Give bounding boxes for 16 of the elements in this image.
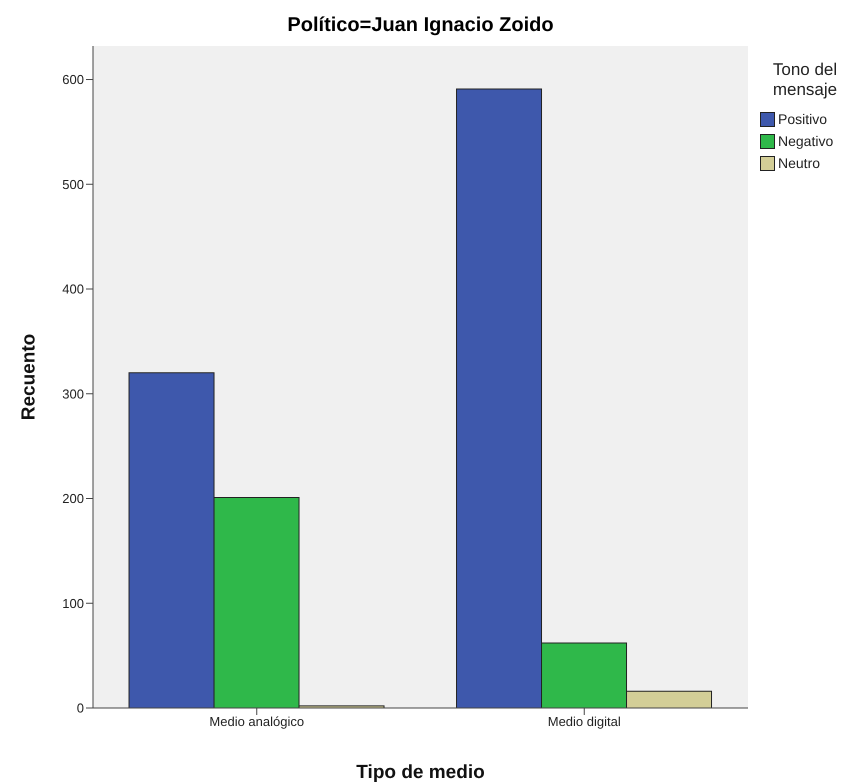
x-tick-label: Medio digital [548, 714, 621, 730]
legend-title: Tono del mensaje [772, 60, 838, 100]
x-tick-label: Medio analógico [209, 714, 304, 730]
y-tick-label: 400 [62, 282, 84, 297]
legend-label: Negativo [778, 133, 834, 149]
y-tick-label: 200 [62, 491, 84, 506]
y-axis-title: Recuento [18, 334, 40, 420]
y-tick-label: 300 [62, 386, 84, 402]
y-tick-label: 100 [62, 596, 84, 611]
y-tick-label: 500 [62, 176, 84, 192]
chart-title: Político=Juan Ignacio Zoido [286, 14, 555, 37]
y-tick-label: 600 [62, 72, 84, 88]
y-tick-label: 0 [76, 700, 84, 716]
legend-label: Positivo [778, 111, 828, 127]
legend-label: Neutro [778, 155, 820, 171]
x-axis-title: Tipo de medio [356, 762, 485, 783]
